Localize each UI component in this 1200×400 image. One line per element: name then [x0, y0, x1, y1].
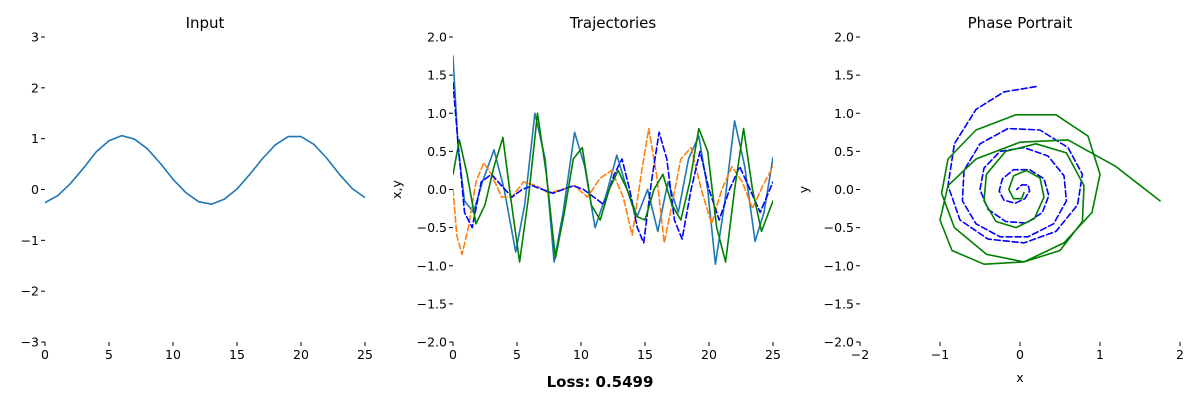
loss-label: Loss: 0.5499: [546, 373, 654, 391]
series-line-3: [453, 82, 773, 244]
y-tick-label: −0.5: [824, 220, 854, 235]
chart-title: Trajectories: [569, 14, 657, 32]
y-tick-label: 1.0: [834, 106, 854, 121]
chart-title: Phase Portrait: [968, 14, 1073, 32]
x-tick-label: 5: [513, 347, 521, 362]
x-axis-label: x: [1016, 370, 1023, 385]
x-tick-label: 20: [293, 347, 309, 362]
x-tick-label: −2: [851, 347, 869, 362]
y-tick-label: −2: [21, 284, 39, 299]
x-tick-label: 25: [765, 347, 781, 362]
chart-title: Input: [186, 14, 225, 32]
y-tick-label: 1.0: [427, 106, 447, 121]
chart-panel-1: Input 0 5 10 15 20 25 −3 −2 −1 0 1 2 3: [21, 14, 373, 362]
y-tick-label: −1.5: [824, 296, 854, 311]
chart-panel-2: Trajectories 0 5 10 15 20 25 −2.0 −1.5 −1.0 −0.5 0.…: [389, 14, 781, 362]
chart-panel-3: Phase Portrait −2 −1 0 1 2 −2.0 −1.5 −1.0 −0.5 0.0…: [796, 14, 1184, 385]
x-tick-label: 15: [637, 347, 653, 362]
y-tick-label: 2: [31, 80, 39, 95]
y-tick-label: −1.5: [417, 296, 447, 311]
y-tick-label: 3: [31, 30, 39, 45]
x-tick-label: 25: [357, 347, 373, 362]
x-tick-label: 10: [165, 347, 181, 362]
series-line-1: [45, 134, 365, 205]
y-tick-label: −1.0: [824, 258, 854, 273]
x-tick-label: 1: [1096, 347, 1104, 362]
x-tick-label: 0: [41, 347, 49, 362]
series-line-2: [939, 114, 1161, 266]
series-line-1: [453, 55, 773, 266]
y-tick-label: −2.0: [824, 335, 854, 350]
y-tick-label: 1.5: [834, 68, 854, 83]
y-tick-label: −1.0: [417, 258, 447, 273]
x-tick-label: −1: [931, 347, 949, 362]
y-tick-label: −0.5: [417, 220, 447, 235]
y-tick-label: 0.0: [427, 182, 447, 197]
x-tick-label: 2: [1176, 347, 1184, 362]
y-axis-label: x,y: [389, 180, 404, 199]
y-tick-label: −2.0: [417, 335, 447, 350]
y-tick-label: 1.5: [427, 68, 447, 83]
y-tick-label: 1: [31, 131, 39, 146]
series-line-2: [453, 127, 773, 256]
y-tick-label: −1: [21, 233, 39, 248]
y-tick-label: 2.0: [427, 30, 447, 45]
y-tick-label: 0.5: [427, 144, 447, 159]
x-tick-label: 10: [573, 347, 589, 362]
x-tick-label: 0: [1016, 347, 1024, 362]
y-tick-label: −3: [21, 335, 39, 350]
series-line-4: [453, 112, 773, 263]
y-tick-label: 0.0: [834, 182, 854, 197]
x-tick-label: 20: [701, 347, 717, 362]
y-tick-label: 0.5: [834, 144, 854, 159]
x-tick-label: 0: [449, 347, 457, 362]
x-tick-label: 15: [229, 347, 245, 362]
series-line-1: [947, 85, 1084, 244]
y-axis-label: y: [796, 185, 811, 193]
y-tick-label: 0: [31, 182, 39, 197]
y-tick-label: 2.0: [834, 30, 854, 45]
x-tick-label: 5: [105, 347, 113, 362]
